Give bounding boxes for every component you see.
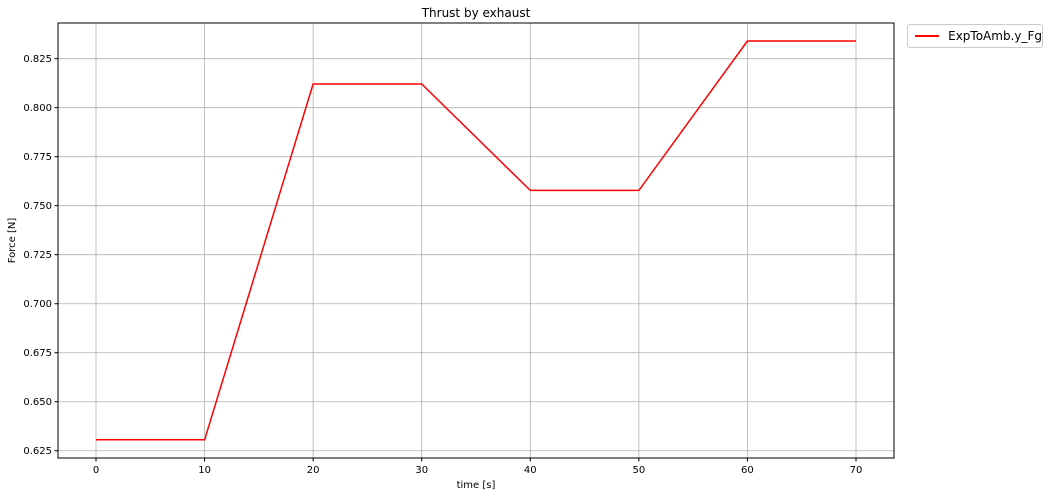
x-axis: 0 10 20 30 40 50 60 70: [93, 458, 863, 476]
legend: ExpToAmb.y_Fg: [907, 24, 1043, 48]
y-tick-label: 0.800: [23, 103, 52, 114]
y-tick-label: 0.625: [23, 446, 52, 457]
series-layer: [96, 40, 856, 441]
y-tick-label: 0.725: [23, 250, 52, 261]
x-tick-label: 40: [524, 465, 537, 476]
grid: [58, 23, 894, 458]
x-tick-label: 20: [307, 465, 320, 476]
plot-frame: [57, 22, 895, 459]
legend-label-exptoamb: ExpToAmb.y_Fg: [948, 29, 1042, 43]
y-tick-label: 0.750: [23, 201, 52, 212]
y-axis: 0.625 0.650 0.675 0.700 0.725 0.750 0.775 0.800…: [23, 54, 58, 457]
y-tick-label: 0.775: [23, 152, 52, 163]
x-axis-label: time [s]: [457, 480, 496, 491]
y-axis-label: Force [N]: [7, 218, 18, 264]
y-tick-label: 0.700: [23, 299, 52, 310]
y-tick-label: 0.650: [23, 397, 52, 408]
x-tick-label: 30: [415, 465, 428, 476]
x-tick-label: 60: [741, 465, 754, 476]
chart-title: Thrust by exhaust: [421, 6, 531, 20]
x-tick-label: 50: [632, 465, 645, 476]
x-tick-label: 10: [198, 465, 211, 476]
y-tick-label: 0.825: [23, 54, 52, 65]
x-tick-label: 70: [850, 465, 863, 476]
legend-swatch-exptoamb: [915, 35, 940, 37]
x-tick-label: 0: [93, 465, 99, 476]
series-line: [96, 40, 856, 441]
y-tick-label: 0.675: [23, 348, 52, 359]
